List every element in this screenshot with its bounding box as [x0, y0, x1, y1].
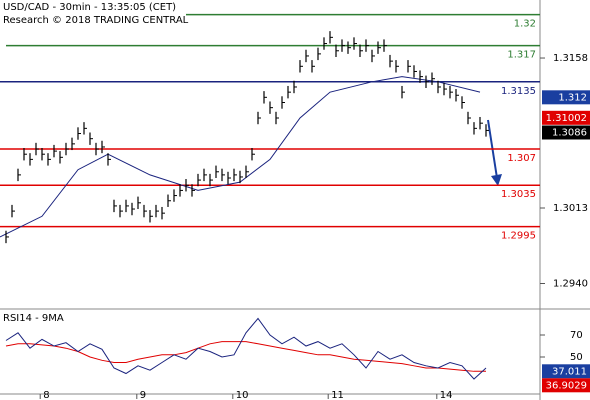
x-tick-label: 9 — [140, 390, 146, 400]
level-label: 1.3135 — [501, 86, 536, 97]
x-tick-label: 14 — [440, 390, 453, 400]
rsi-title: RSI14 - 9MA — [3, 313, 64, 324]
rsi-ma-line — [5, 341, 486, 372]
price-marker-box — [542, 110, 590, 125]
price-marker-box — [542, 90, 590, 105]
level-label: 1.2995 — [501, 231, 536, 242]
y-tick-label: 1.3013 — [553, 203, 588, 214]
price-marker-label: 1.31002 — [546, 113, 587, 124]
chart-title: USD/CAD - 30min - 13:35:05 (CET) — [3, 2, 176, 13]
rsi-tick-label: 70 — [570, 330, 583, 341]
x-tick-label: 11 — [331, 390, 344, 400]
x-tick-label: 10 — [236, 390, 249, 400]
rsi-marker-label: 37.011 — [552, 366, 587, 377]
rsi-marker-box — [542, 364, 590, 379]
level-label: 1.32 — [514, 19, 536, 30]
chart-subtitle: Research © 2018 TRADING CENTRAL — [3, 15, 189, 26]
y-tick-label: 1.2940 — [553, 278, 588, 289]
price-marker-box — [542, 125, 590, 140]
level-label: 1.307 — [507, 153, 536, 164]
price-marker-label: 1.312 — [558, 92, 587, 103]
rsi-tick-label: 50 — [570, 352, 583, 363]
rsi-line — [5, 317, 487, 380]
x-tick-label: 8 — [43, 390, 49, 400]
y-tick-label: 1.3158 — [553, 53, 588, 64]
level-label: 1.317 — [507, 50, 536, 61]
rsi-marker-box — [542, 378, 590, 393]
level-label: 1.3035 — [501, 189, 536, 200]
moving-average — [0, 76, 481, 238]
price-marker-label: 1.3086 — [552, 127, 587, 138]
forecast-arrowhead — [491, 174, 502, 186]
rsi-marker-label: 36.9029 — [546, 380, 587, 391]
